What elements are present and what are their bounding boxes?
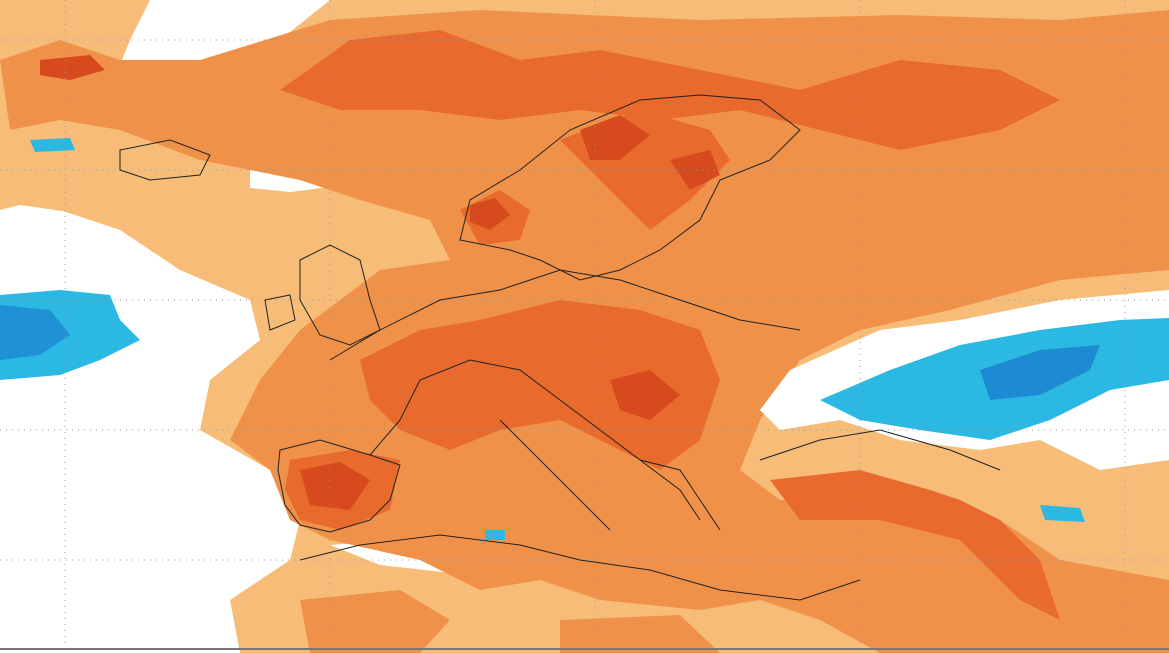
coastline-iceland	[119, 139, 211, 181]
anomaly-dark-orange-turkey	[770, 470, 1060, 620]
anomaly-dark-orange-scandinavia	[460, 110, 730, 245]
coastline-britain	[264, 244, 381, 346]
coastline-north-africa	[299, 534, 861, 601]
coastlines	[119, 94, 1001, 601]
anomaly-blue-east-core	[980, 345, 1100, 400]
anomaly-medium-orange-africa	[300, 590, 720, 653]
anomaly-light-orange-west	[0, 140, 110, 215]
coastline-scandinavia	[459, 94, 801, 281]
anomaly-blue-atlantic-core	[0, 305, 70, 360]
coastline-italy-balkans	[499, 419, 1001, 531]
anomaly-dark-orange-north	[280, 30, 1060, 150]
coastline-iberia	[277, 439, 401, 533]
